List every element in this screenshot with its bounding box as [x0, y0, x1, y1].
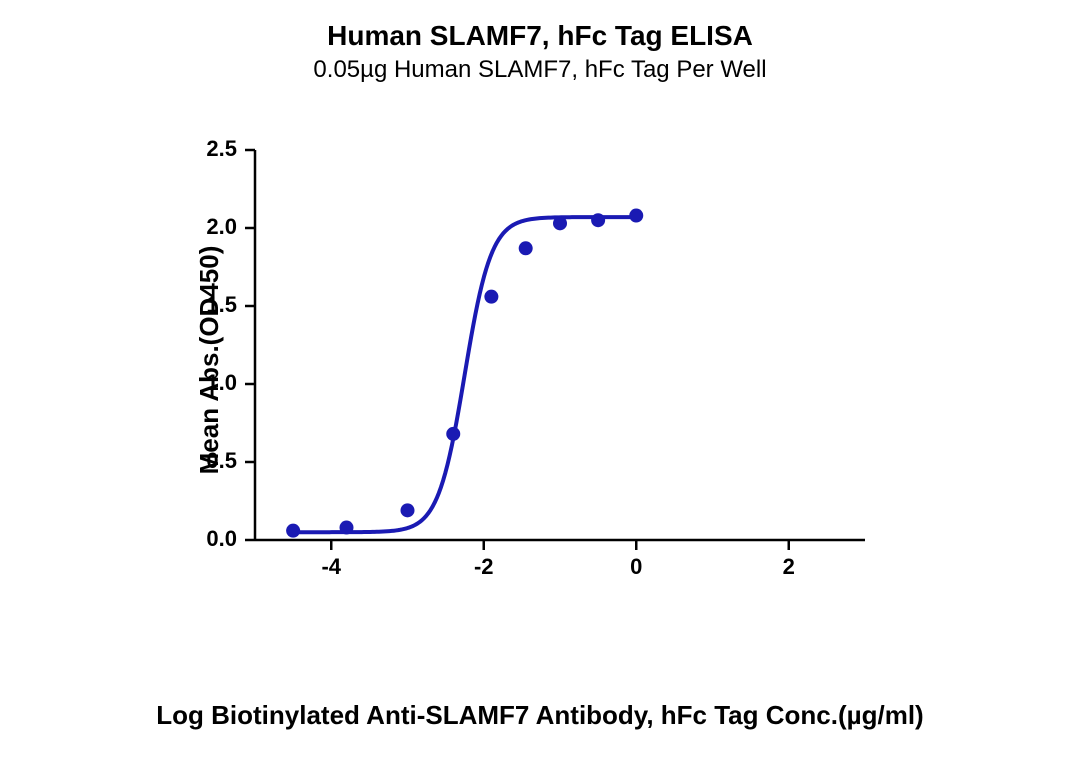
- x-tick-label: 0: [630, 554, 642, 579]
- y-tick-label: 0.0: [206, 526, 237, 551]
- title-block: Human SLAMF7, hFc Tag ELISA 0.05µg Human…: [0, 20, 1080, 84]
- data-point: [401, 503, 415, 517]
- y-tick-label: 1.0: [206, 370, 237, 395]
- data-point: [591, 213, 605, 227]
- data-point: [629, 209, 643, 223]
- data-point: [553, 216, 567, 230]
- y-tick-label: 2.0: [206, 214, 237, 239]
- chart-svg: 0.00.51.01.52.02.5-4-202: [235, 140, 875, 590]
- data-point: [519, 241, 533, 255]
- data-point: [484, 290, 498, 304]
- y-tick-label: 0.5: [206, 448, 237, 473]
- data-point: [340, 521, 354, 535]
- plot-area: 0.00.51.01.52.02.5-4-202: [235, 140, 875, 590]
- x-tick-label: -2: [474, 554, 494, 579]
- y-tick-label: 2.5: [206, 136, 237, 161]
- chart-title: Human SLAMF7, hFc Tag ELISA: [0, 20, 1080, 52]
- chart-subtitle: 0.05µg Human SLAMF7, hFc Tag Per Well: [0, 56, 1080, 84]
- y-tick-label: 1.5: [206, 292, 237, 317]
- x-tick-label: -4: [321, 554, 341, 579]
- x-tick-label: 2: [783, 554, 795, 579]
- y-axis-label: Mean Abs.(OD450): [194, 246, 225, 475]
- fitted-curve: [293, 217, 636, 532]
- data-point: [446, 427, 460, 441]
- data-point: [286, 524, 300, 538]
- x-axis-label: Log Biotinylated Anti-SLAMF7 Antibody, h…: [0, 700, 1080, 731]
- chart-container: Human SLAMF7, hFc Tag ELISA 0.05µg Human…: [0, 0, 1080, 766]
